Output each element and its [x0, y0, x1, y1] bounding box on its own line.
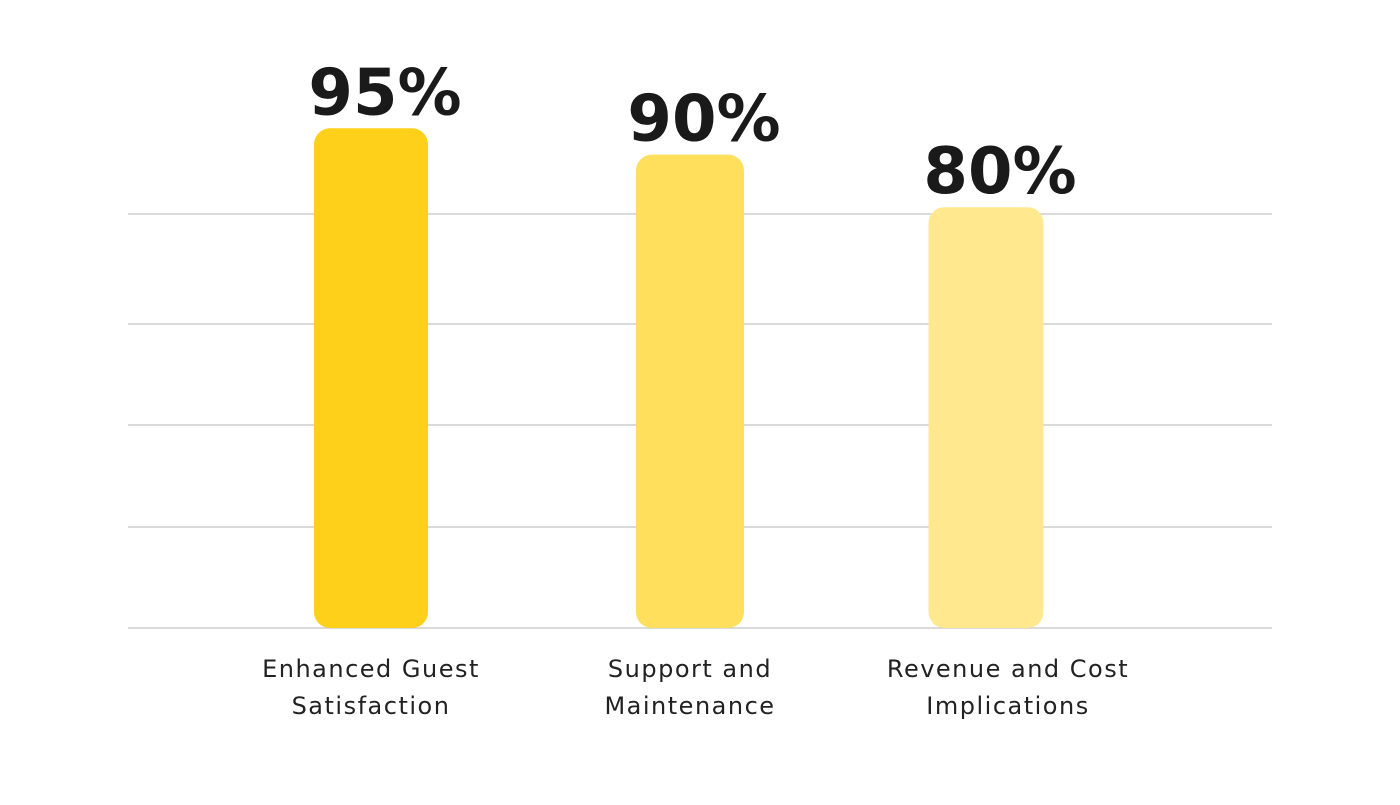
- category-label-line: Satisfaction: [292, 692, 451, 720]
- bar: [928, 207, 1044, 628]
- category-label-line: Implications: [926, 692, 1089, 720]
- data-label: 80%: [923, 135, 1076, 209]
- category-label-line: Enhanced Guest: [262, 655, 480, 683]
- category-label-line: Maintenance: [604, 692, 775, 720]
- bar: [314, 128, 428, 629]
- category-label: Enhanced Guest Satisfaction: [262, 655, 480, 720]
- data-label: 90%: [627, 83, 780, 157]
- category-label-line: Support and: [608, 655, 772, 683]
- category-label: Revenue and Cost Implications: [887, 655, 1129, 720]
- category-label: Support and Maintenance: [604, 655, 775, 720]
- data-label: 95%: [308, 56, 461, 130]
- category-label-line: Revenue and Cost: [887, 655, 1129, 683]
- bar: [636, 154, 744, 628]
